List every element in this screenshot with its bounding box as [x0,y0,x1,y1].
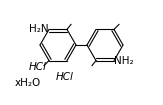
Text: HCl: HCl [56,72,74,82]
Text: HCl: HCl [29,62,47,72]
Text: NH₂: NH₂ [114,56,134,66]
Text: H₂N: H₂N [29,24,49,34]
Text: xH₂O: xH₂O [15,78,41,88]
